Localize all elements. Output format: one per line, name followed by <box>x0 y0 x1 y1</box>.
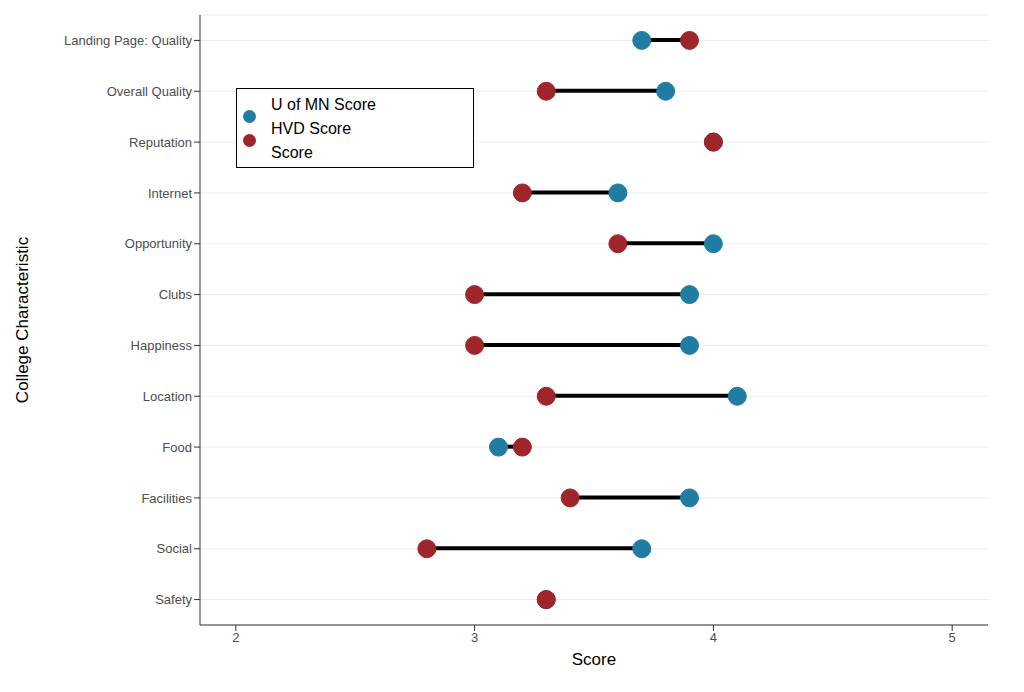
svg-text:Location: Location <box>143 389 192 404</box>
svg-text:Clubs: Clubs <box>159 287 193 302</box>
svg-text:College Characteristic: College Characteristic <box>13 236 32 403</box>
svg-text:Safety: Safety <box>155 592 192 607</box>
svg-text:Happiness: Happiness <box>131 338 193 353</box>
svg-text:Facilities: Facilities <box>141 491 192 506</box>
svg-text:2: 2 <box>232 630 239 645</box>
svg-text:3: 3 <box>471 630 478 645</box>
svg-text:Landing Page: Quality: Landing Page: Quality <box>64 33 192 48</box>
svg-text:Reputation: Reputation <box>129 135 192 150</box>
svg-text:Opportunity: Opportunity <box>125 236 193 251</box>
svg-text:Score: Score <box>572 650 616 669</box>
html-text:HVD Score Score: HVD Score Score <box>271 120 351 161</box>
html-text:U of MN Score: U of MN Score <box>271 96 376 113</box>
svg-text:Internet: Internet <box>148 186 192 201</box>
svg-text:4: 4 <box>710 630 717 645</box>
svg-text:5: 5 <box>949 630 956 645</box>
svg-text:Social: Social <box>157 541 193 556</box>
svg-text:Overall Quality: Overall Quality <box>107 84 193 99</box>
svg-text:Food: Food <box>162 440 192 455</box>
